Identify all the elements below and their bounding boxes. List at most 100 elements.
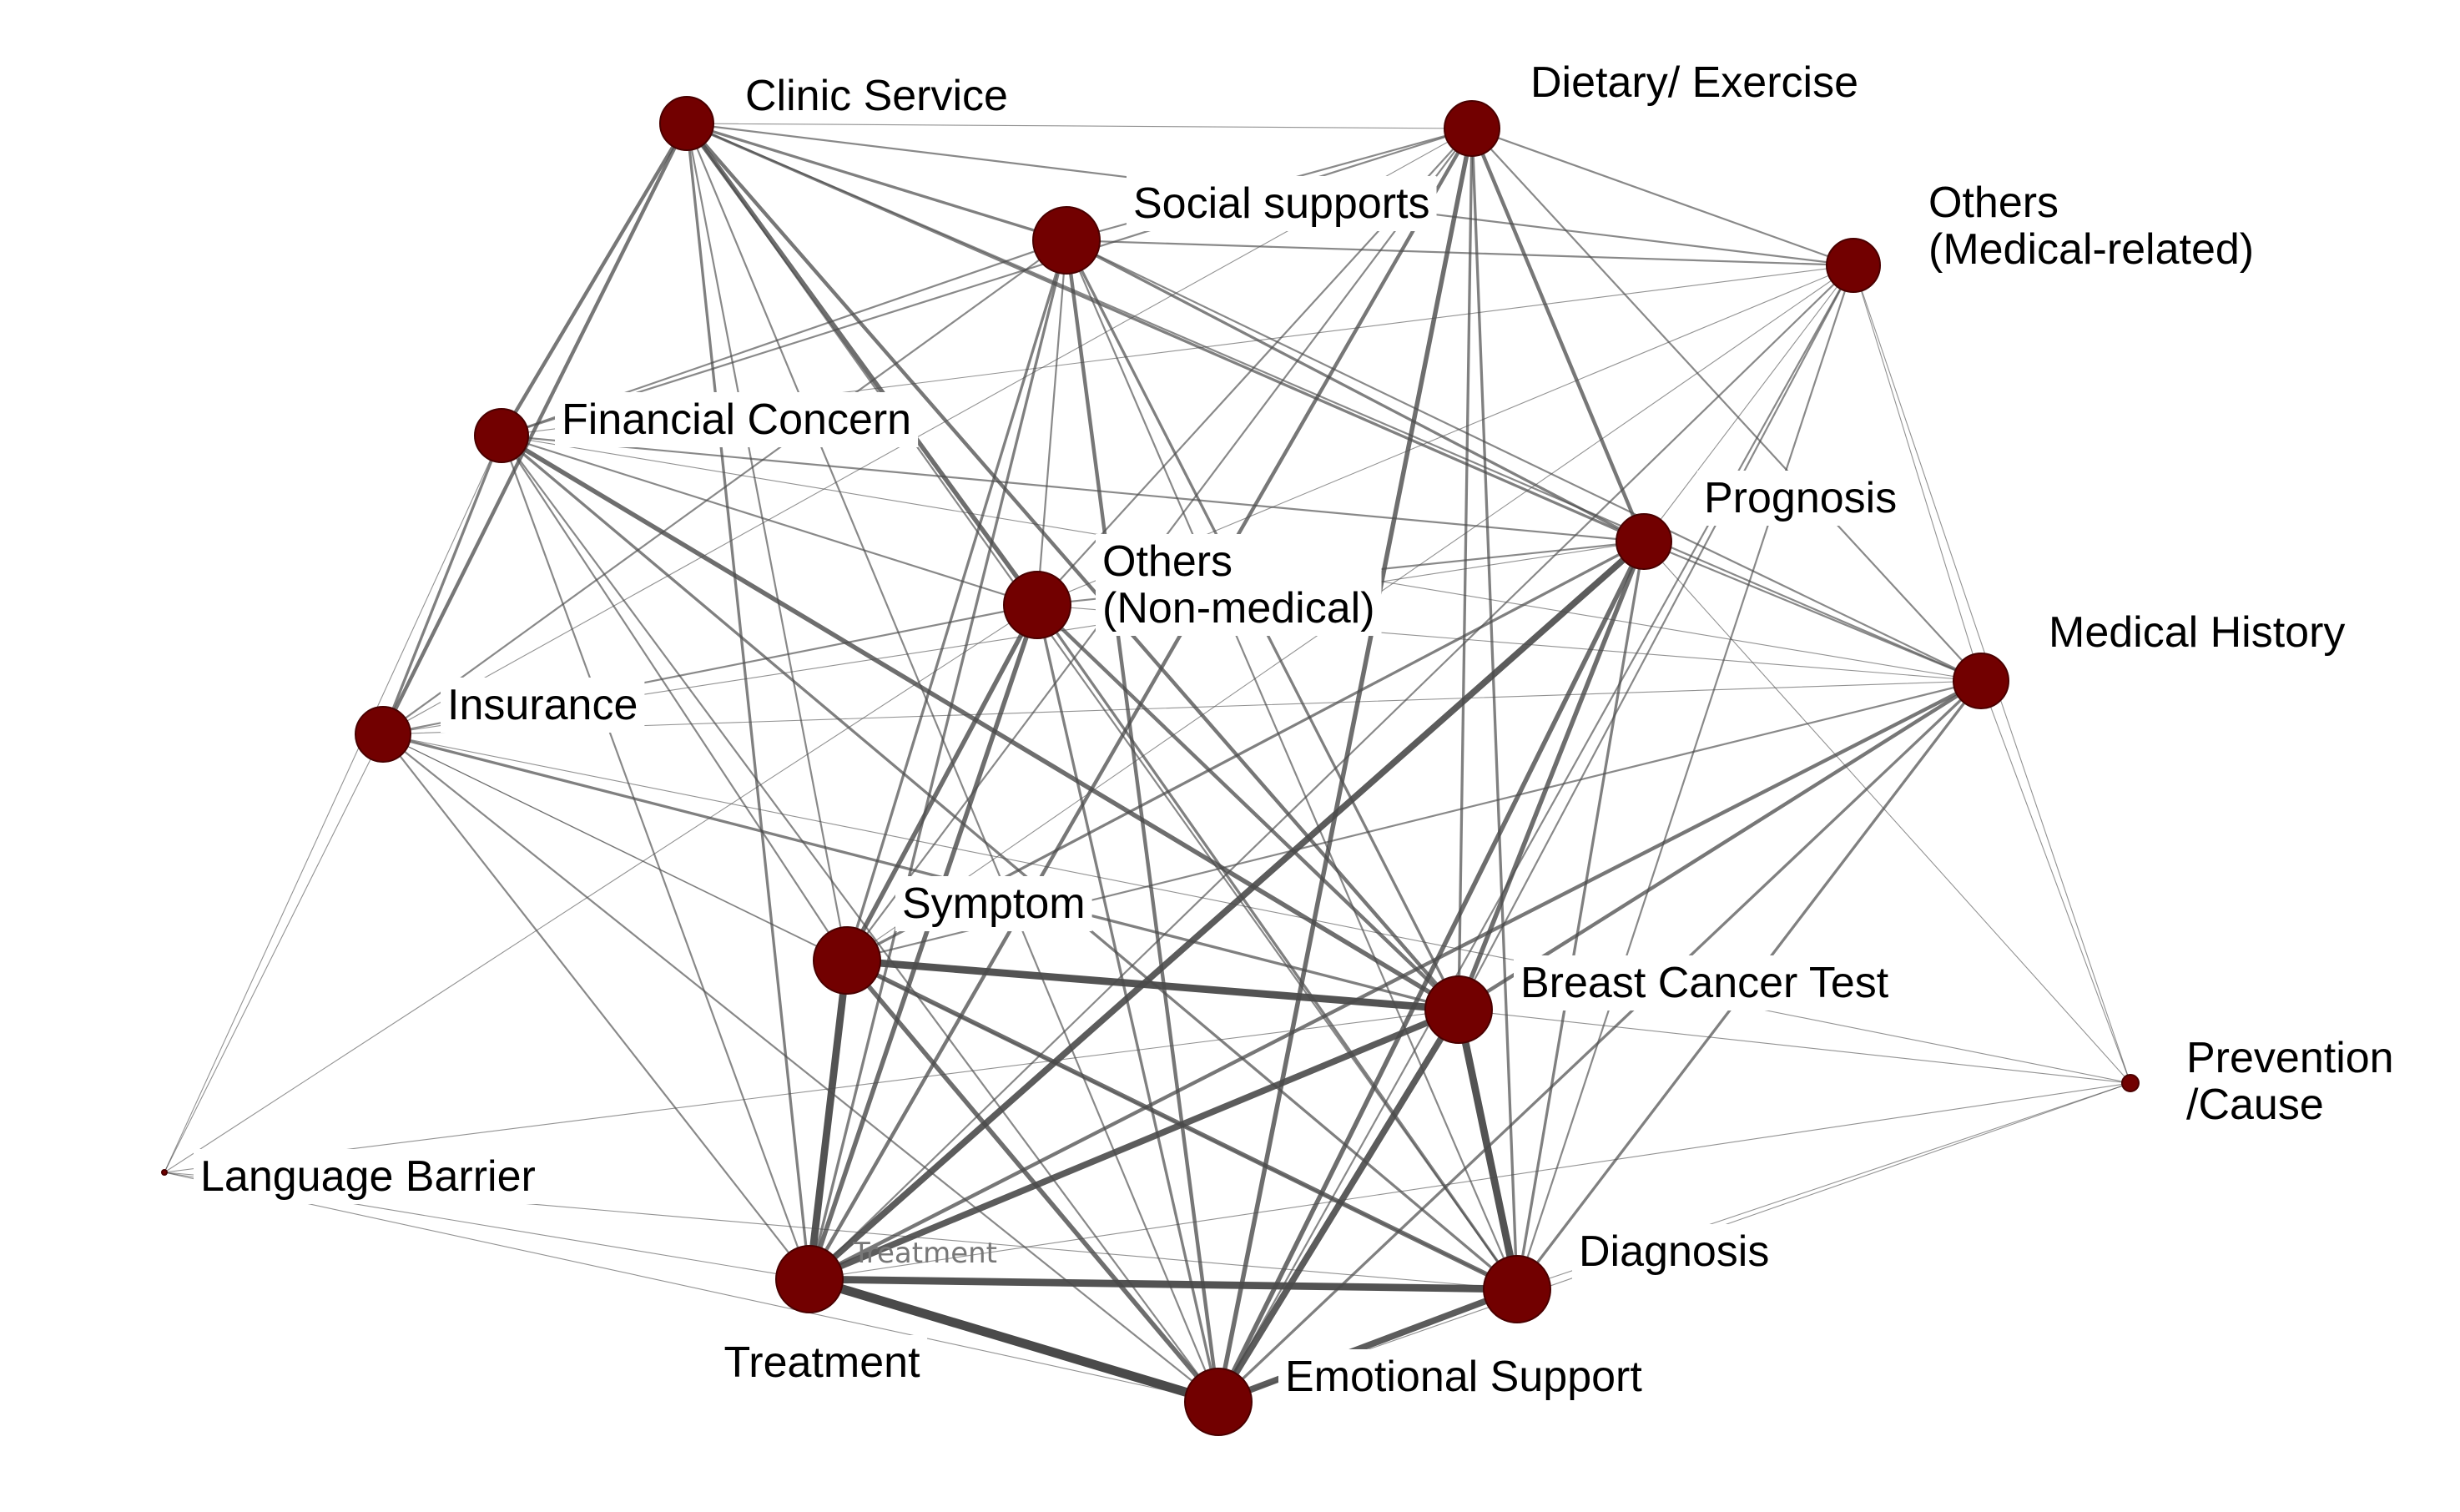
node-clinic[interactable] [659,96,714,151]
node-social[interactable] [1032,206,1101,275]
node-label-line: Prevention [2186,1034,2394,1082]
edge-bctest-prevention [1458,1009,2131,1084]
edge-emotional-medhist [1217,679,1983,1404]
node-label-prevention: Prevention/Cause [2186,1034,2394,1129]
edge-emotional-prognosis [1216,539,1646,1404]
edge-diagnosis-prognosis [1515,540,1646,1291]
edge-treatment-symptom [805,956,851,1283]
label-financial: Financial Concern [555,392,919,447]
nodes-layer [161,96,2140,1436]
node-label-bctest: Breast Cancer Test [1520,959,1889,1007]
node-language[interactable] [161,1169,168,1176]
node-label-line: Medical History [2049,608,2345,657]
node-emotional[interactable] [1184,1368,1253,1436]
edge-treatment-clinic [685,122,811,1281]
node-label-symptom: Symptom [902,879,1086,928]
node-prevention[interactable] [2121,1074,2140,1092]
edge-social-medhist [1065,239,1983,683]
edge-emotional-others_nonmed [1036,603,1220,1404]
node-label-line: (Medical-related) [1928,225,2254,274]
node-label-treatment: Treatment [723,1338,920,1387]
node-label-line: Social supports [1133,179,1430,228]
label-others_med: Others (Medical-related) [1922,175,2261,277]
edge-social-prognosis [1065,239,1646,543]
labels-layer: Clinic Service Dietary/ Exercise Social su… [194,55,2401,1404]
edge-financial-others_nonmed [500,434,1039,607]
edge-symptom-emotional [844,958,1221,1404]
node-label-line: Diagnosis [1579,1227,1769,1276]
node-label-social: Social supports [1133,179,1430,228]
label-bg-treatment [717,1335,928,1390]
node-medhist[interactable] [1953,653,2009,709]
edge-treatment-medhist [807,678,1984,1282]
label-bg-prevention [2180,1031,2401,1132]
edge-insurance-language [164,733,384,1173]
label-social: Social supports [1127,176,1437,231]
node-label-line: Others [1102,537,1233,586]
edge-bctest-financial [499,433,1461,1012]
edge-symptom-social [845,239,1068,962]
node-treatment[interactable] [775,1245,844,1313]
node-dietary[interactable] [1444,100,1500,157]
edge-social-insurance [381,239,1068,736]
edge-bctest-insurance [381,733,1460,1011]
node-symptom[interactable] [813,926,881,995]
edge-medhist-insurance [382,680,1982,735]
label-emotional: Emotional Support [1278,1349,1650,1404]
node-insurance[interactable] [355,706,411,763]
node-label-prognosis: Prognosis [1704,474,1897,522]
label-medhist: Medical History [2042,605,2352,660]
label-insurance: Insurance [441,678,645,733]
label-treatment: Treatment [717,1335,928,1390]
edge-prognosis-medhist [1642,540,1983,683]
label-bg-bctest [1514,955,1896,1011]
node-label-others_med: Others (Medical-related) [1928,179,2254,274]
node-label-medhist: Medical History [2049,608,2345,657]
edge-language-others_nonmed [164,604,1038,1173]
edge-treatment-emotional [804,1274,1223,1407]
edge-financial-language [164,435,502,1173]
label-bg-symptom [895,876,1092,931]
node-label-line: Dietary/ Exercise [1530,58,1858,107]
edge-emotional-financial [500,434,1220,1404]
node-label-line: Financial Concern [562,396,911,444]
edge-social-others_nonmed [1036,239,1068,607]
label-dietary: Dietary/ Exercise [1524,55,1865,110]
node-financial[interactable] [474,408,529,463]
label-bg-social [1127,176,1437,231]
node-label-emotional: Emotional Support [1285,1353,1642,1401]
node-label-line: Symptom [902,879,1086,928]
edge-clinic-medhist [685,122,1983,683]
node-others_med[interactable] [1826,238,1881,293]
edge-emotional-social [1064,238,1221,1404]
edge-emotional-dietary [1216,126,1474,1404]
edge-treatment-insurance [381,733,811,1281]
edge-dietary-prognosis [1469,126,1646,544]
edge-bctest-medhist [1456,678,1984,1012]
edge-clinic-social [685,122,1068,242]
node-label-insurance: Insurance [447,681,638,729]
edge-emotional-clinic [685,122,1220,1404]
label-bctest: Breast Cancer Test [1514,955,1896,1011]
edge-diagnosis-others_med [1515,264,1855,1291]
edge-clinic-insurance [381,121,689,737]
label-prevention: Prevention/Cause [2180,1031,2401,1132]
edge-diagnosis-others_nonmed [1036,603,1519,1291]
edge-bctest-others_med [1457,264,1855,1011]
node-label-line: Others [1928,179,2059,227]
edge-bctest-prognosis [1456,539,1646,1012]
node-bctest[interactable] [1424,975,1493,1044]
node-diagnosis[interactable] [1483,1255,1551,1323]
edge-symptom-financial [500,434,849,962]
edge-symptom-others_nonmed [844,602,1040,963]
edge-medhist-prevention [1980,680,2131,1084]
node-others_nonmed[interactable] [1003,571,1071,639]
node-prognosis[interactable] [1616,513,1672,570]
edge-symptom-bctest [843,956,1463,1014]
node-label-diagnosis: Diagnosis [1579,1227,1769,1276]
edge-treatment-diagnosis [805,1275,1521,1293]
edge-clinic-others_nonmed [684,121,1040,607]
edge-diagnosis-insurance [382,733,1518,1290]
